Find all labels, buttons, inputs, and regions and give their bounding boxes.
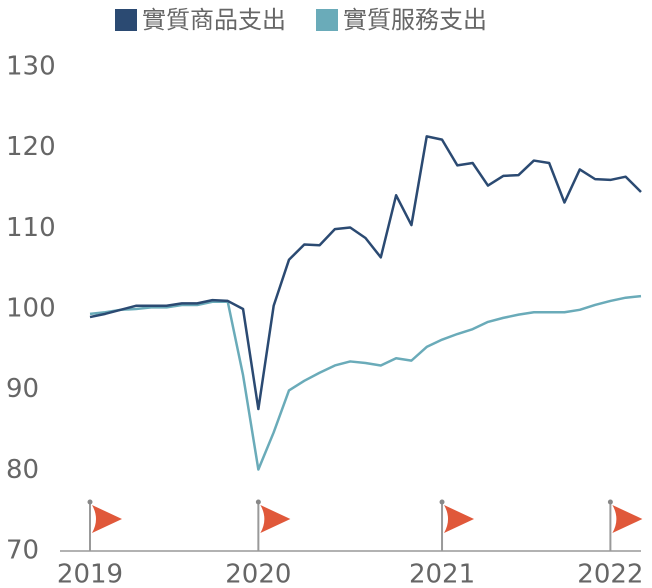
flag-top — [87, 499, 93, 505]
legend-swatch — [316, 9, 338, 31]
x-tick-label: 2020 — [225, 560, 291, 588]
x-tick-label: 2021 — [409, 560, 475, 588]
legend-swatch — [115, 9, 137, 31]
y-tick-label: 80 — [6, 455, 39, 485]
y-tick-label: 100 — [6, 294, 56, 324]
flag — [612, 505, 643, 533]
flag — [444, 505, 475, 533]
legend-label: 實質服務支出 — [343, 6, 487, 34]
y-tick-label: 130 — [6, 52, 56, 82]
series-line — [89, 294, 642, 471]
flag-top — [255, 499, 261, 505]
flag-top — [607, 499, 613, 505]
flag — [260, 505, 291, 533]
legend-label: 實質商品支出 — [142, 6, 286, 34]
flag — [92, 505, 122, 533]
x-tick-label: 2019 — [57, 560, 123, 588]
x-tick-label: 2022 — [577, 560, 643, 588]
flag-top — [439, 499, 445, 505]
y-tick-label: 90 — [6, 374, 39, 404]
series-line — [89, 135, 642, 411]
y-tick-label: 70 — [6, 536, 39, 566]
y-tick-label: 120 — [6, 132, 56, 162]
y-tick-label: 110 — [6, 213, 56, 243]
